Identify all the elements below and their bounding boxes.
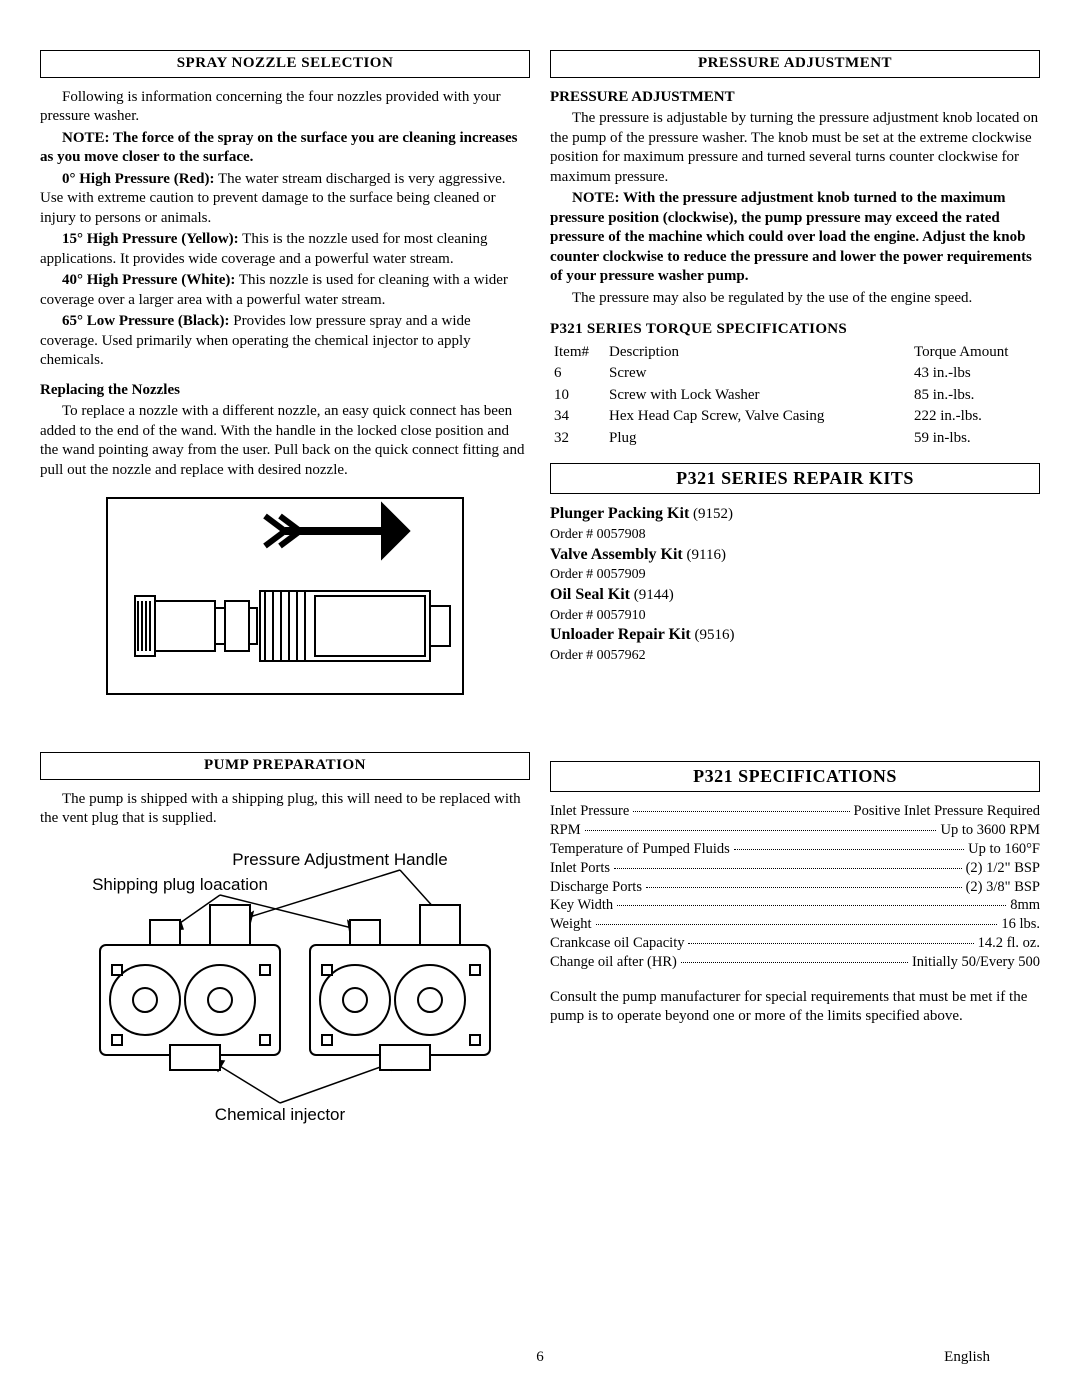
nozzle-65: 65° Low Pressure (Black): Provides low p… [40,312,530,371]
table-row: 10Screw with Lock Washer85 in.-lbs. [550,385,1040,407]
pressure-adj-header: PRESSURE ADJUSTMENT [550,50,1040,78]
torque-col-desc: Description [605,342,910,364]
list-item: Unloader Repair Kit (9516)Order # 005796… [550,625,1040,665]
nozzle-65-lead: 65° Low Pressure (Black): [62,313,230,329]
torque-col-amt: Torque Amount [910,342,1040,364]
nozzle-0: 0° High Pressure (Red): The water stream… [40,170,530,229]
table-row: 34Hex Head Cap Screw, Valve Casing222 in… [550,406,1040,428]
table-header-row: Item# Description Torque Amount [550,342,1040,364]
pressure-adj-note: NOTE: With the pressure adjustment knob … [550,189,1040,287]
specs-list: Inlet PressurePositive Inlet Pressure Re… [550,802,1040,972]
nozzle-15-lead: 15° High Pressure (Yellow): [62,231,239,247]
torque-spec-head: P321 SERIES TORQUE SPECIFICATIONS [550,320,1040,340]
p321-specs-header: P321 SPECIFICATIONS [550,761,1040,792]
list-item: Oil Seal Kit (9144)Order # 0057910 [550,585,1040,625]
torque-table: Item# Description Torque Amount 6Screw43… [550,342,1040,450]
pressure-adj-p2: The pressure may also be regulated by th… [550,289,1040,309]
list-item: Change oil after (HR)Initially 50/Every … [550,953,1040,972]
nozzle-note: NOTE: The force of the spray on the surf… [40,129,530,168]
repair-kits-list: Plunger Packing Kit (9152)Order # 005790… [550,504,1040,665]
left-column: SPRAY NOZZLE SELECTION Following is info… [40,50,530,1141]
nozzle-intro: Following is information concerning the … [40,88,530,127]
pressure-adj-sub: PRESSURE ADJUSTMENT [550,88,1040,108]
pump-prep-header: PUMP PREPARATION [40,752,530,780]
list-item: Plunger Packing Kit (9152)Order # 005790… [550,504,1040,544]
nozzle-0-lead: 0° High Pressure (Red): [62,171,215,187]
page-footer: 6 English [0,1348,1080,1368]
replace-nozzles-body: To replace a nozzle with a different noz… [40,402,530,480]
nozzle-diagram [40,496,530,696]
pump-prep-body: The pump is shipped with a shipping plug… [40,790,530,829]
pressure-adj-p1: The pressure is adjustable by turning th… [550,109,1040,187]
repair-kits-header: P321 SERIES REPAIR KITS [550,463,1040,494]
diag-label-pressure: Pressure Adjustment Handle [232,850,447,869]
page-language: English [944,1348,990,1368]
table-row: 6Screw43 in.-lbs [550,363,1040,385]
right-column: PRESSURE ADJUSTMENT PRESSURE ADJUSTMENT … [550,50,1040,1141]
pump-diagram: Pressure Adjustment Handle Shipping plug… [40,845,530,1125]
nozzle-40: 40° High Pressure (White): This nozzle i… [40,271,530,310]
diag-label-chem: Chemical injector [215,1105,346,1124]
page-number: 6 [536,1348,544,1368]
consult-note: Consult the pump manufacturer for specia… [550,988,1040,1027]
nozzle-40-lead: 40° High Pressure (White): [62,272,235,288]
diag-label-shipping: Shipping plug loacation [92,875,268,894]
replace-nozzles-head: Replacing the Nozzles [40,381,530,401]
spray-nozzle-header: SPRAY NOZZLE SELECTION [40,50,530,78]
torque-col-item: Item# [550,342,605,364]
table-row: 32Plug59 in-lbs. [550,428,1040,450]
list-item: Valve Assembly Kit (9116)Order # 0057909 [550,545,1040,585]
nozzle-15: 15° High Pressure (Yellow): This is the … [40,230,530,269]
